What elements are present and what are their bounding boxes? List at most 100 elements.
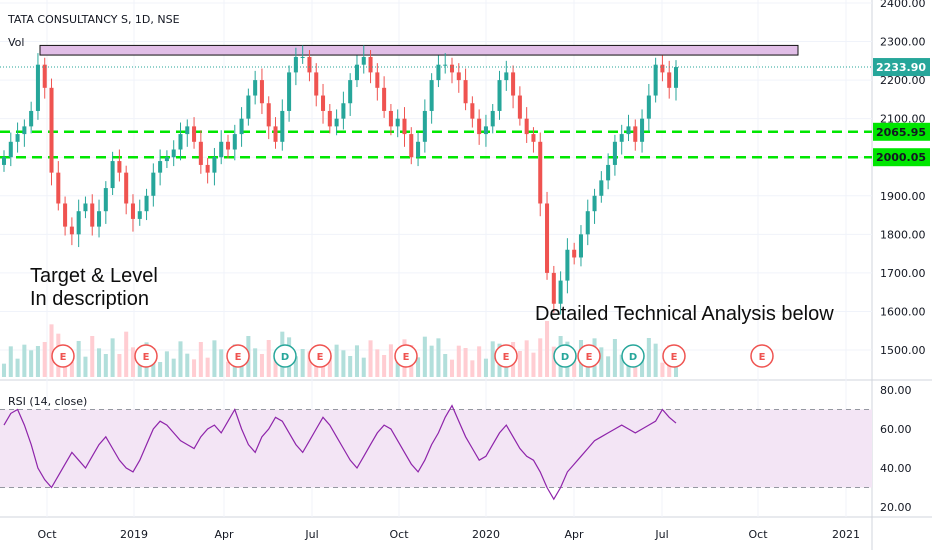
candle-body[interactable] bbox=[490, 110, 495, 127]
candle-body[interactable] bbox=[198, 141, 203, 165]
candle-body[interactable] bbox=[653, 64, 658, 96]
candle-body[interactable] bbox=[429, 80, 434, 111]
candle-body[interactable] bbox=[375, 72, 380, 88]
candle-body[interactable] bbox=[578, 234, 583, 258]
rsi-pane[interactable] bbox=[0, 404, 872, 501]
candle-body[interactable] bbox=[348, 80, 353, 104]
rsi-line[interactable] bbox=[3, 404, 677, 501]
candle-body[interactable] bbox=[35, 64, 40, 111]
candle-body[interactable] bbox=[599, 180, 604, 196]
candle-body[interactable] bbox=[511, 72, 516, 96]
candle-body[interactable] bbox=[606, 164, 611, 181]
candle-body[interactable] bbox=[592, 195, 597, 212]
rsi-legend[interactable]: RSI (14, close) bbox=[8, 395, 87, 408]
earnings-marker[interactable]: E bbox=[662, 344, 686, 368]
candle-body[interactable] bbox=[409, 134, 414, 158]
candle-body[interactable] bbox=[239, 118, 244, 135]
candle-body[interactable] bbox=[273, 126, 278, 142]
earnings-marker[interactable]: E bbox=[394, 344, 418, 368]
candle-body[interactable] bbox=[314, 72, 319, 96]
candle-body[interactable] bbox=[124, 172, 129, 204]
candle-body[interactable] bbox=[497, 80, 502, 111]
candle-body[interactable] bbox=[395, 118, 400, 127]
candle-body[interactable] bbox=[178, 134, 183, 150]
candle-body[interactable] bbox=[232, 134, 237, 150]
candle-body[interactable] bbox=[402, 118, 407, 135]
candle-body[interactable] bbox=[327, 110, 332, 127]
candle-body[interactable] bbox=[90, 203, 95, 227]
candle-body[interactable] bbox=[619, 134, 624, 142]
candle-body[interactable] bbox=[293, 56, 298, 73]
candle-body[interactable] bbox=[266, 103, 271, 127]
candle-body[interactable] bbox=[504, 72, 509, 81]
candle-body[interactable] bbox=[76, 211, 81, 235]
candle-body[interactable] bbox=[673, 67, 679, 88]
candle-body[interactable] bbox=[633, 126, 638, 142]
candle-body[interactable] bbox=[158, 161, 163, 173]
candle-body[interactable] bbox=[15, 134, 20, 142]
candle-body[interactable] bbox=[117, 161, 122, 173]
candle-body[interactable] bbox=[667, 72, 672, 88]
candle-body[interactable] bbox=[388, 110, 393, 127]
candle-body[interactable] bbox=[449, 64, 455, 73]
candle-body[interactable] bbox=[538, 141, 543, 204]
candle-body[interactable] bbox=[253, 80, 258, 96]
candle-body[interactable] bbox=[640, 118, 645, 142]
candle-body[interactable] bbox=[354, 64, 359, 81]
candle-body[interactable] bbox=[219, 141, 224, 158]
symbol-title[interactable]: TATA CONSULTANCY S, 1D, NSE bbox=[7, 13, 180, 26]
candle-body[interactable] bbox=[646, 95, 651, 119]
rsi-axis[interactable]: 80.00 60.00 40.00 20.00 bbox=[880, 384, 912, 514]
candle-body[interactable] bbox=[151, 172, 156, 196]
candle-body[interactable] bbox=[110, 161, 115, 189]
candle-body[interactable] bbox=[280, 110, 285, 142]
candle-body[interactable] bbox=[341, 103, 346, 119]
candle-body[interactable] bbox=[524, 118, 529, 135]
candle-body[interactable] bbox=[225, 141, 231, 150]
candle-body[interactable] bbox=[558, 280, 563, 304]
price-candles[interactable] bbox=[1, 45, 679, 315]
candle-body[interactable] bbox=[382, 87, 387, 111]
earnings-marker[interactable]: E bbox=[494, 344, 518, 368]
candle-body[interactable] bbox=[626, 126, 631, 135]
candle-body[interactable] bbox=[83, 203, 88, 212]
candle-body[interactable] bbox=[416, 141, 421, 158]
dividend-marker[interactable]: D bbox=[273, 344, 297, 368]
candle-body[interactable] bbox=[422, 110, 427, 142]
candle-body[interactable] bbox=[612, 141, 617, 165]
candle-body[interactable] bbox=[300, 56, 305, 58]
earnings-marker[interactable]: E bbox=[750, 344, 774, 368]
candle-body[interactable] bbox=[470, 103, 475, 119]
candle-body[interactable] bbox=[205, 164, 210, 173]
candle-body[interactable] bbox=[192, 126, 197, 142]
candle-body[interactable] bbox=[56, 172, 61, 204]
candle-body[interactable] bbox=[97, 211, 102, 227]
candle-body[interactable] bbox=[436, 64, 441, 81]
candle-body[interactable] bbox=[130, 203, 135, 219]
earnings-marker[interactable]: E bbox=[226, 344, 250, 368]
candle-body[interactable] bbox=[660, 64, 665, 73]
candle-body[interactable] bbox=[103, 188, 108, 212]
candle-body[interactable] bbox=[8, 141, 13, 158]
candle-body[interactable] bbox=[517, 95, 522, 119]
candle-body[interactable] bbox=[63, 203, 68, 227]
candle-body[interactable] bbox=[334, 118, 339, 127]
price-axis[interactable]: 2400.002300.002200.002100.002000.001900.… bbox=[880, 0, 926, 357]
candle-body[interactable] bbox=[361, 56, 366, 65]
candle-body[interactable] bbox=[368, 56, 373, 73]
candle-body[interactable] bbox=[321, 95, 326, 111]
candle-body[interactable] bbox=[185, 126, 190, 135]
candle-body[interactable] bbox=[246, 95, 251, 119]
candle-body[interactable] bbox=[572, 249, 577, 258]
candle-body[interactable] bbox=[69, 226, 74, 235]
candle-body[interactable] bbox=[259, 80, 264, 104]
candle-body[interactable] bbox=[463, 80, 468, 104]
candle-body[interactable] bbox=[1, 157, 7, 165]
candle-body[interactable] bbox=[29, 110, 34, 127]
candle-body[interactable] bbox=[531, 134, 536, 142]
candle-body[interactable] bbox=[212, 157, 217, 173]
candle-body[interactable] bbox=[171, 149, 176, 158]
candle-body[interactable] bbox=[137, 211, 142, 219]
